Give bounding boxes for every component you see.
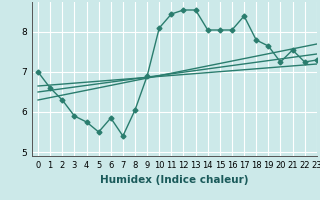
X-axis label: Humidex (Indice chaleur): Humidex (Indice chaleur) (100, 175, 249, 185)
